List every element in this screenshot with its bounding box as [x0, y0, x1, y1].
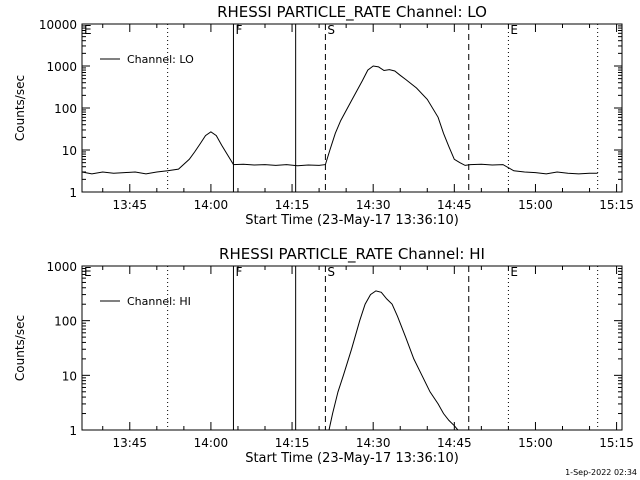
- panel-1-x-axis-label: Start Time (23-May-17 13:36:10): [245, 213, 459, 228]
- panel-1-x-tick-label: 14:15: [275, 198, 310, 212]
- panel-1-y-axis-label: Counts/sec: [13, 75, 27, 141]
- panel-1-plot-frame: [81, 23, 623, 193]
- panel-2-y-tick-label: 1000: [46, 260, 77, 274]
- panel-2-event-label: S: [327, 265, 335, 279]
- panel-1-event-label: E: [84, 23, 92, 37]
- panel-1-x-tick-label: 14:45: [437, 198, 472, 212]
- footer-timestamp: 1-Sep-2022 02:34: [565, 468, 637, 477]
- panel-2-legend-label: Channel: HI: [127, 295, 191, 308]
- panel-1-x-tick-label: 14:00: [194, 198, 229, 212]
- panel-1-y-tick-label: 100: [54, 102, 77, 116]
- panel-2-x-tick-label: 15:00: [518, 436, 553, 450]
- panel-2-x-tick-label: 14:45: [437, 436, 472, 450]
- panel-2-y-tick-label: 1: [69, 424, 77, 438]
- panel-1-y-tick-label: 10: [62, 144, 77, 158]
- panel-1-y-tick-label: 10000: [39, 18, 77, 32]
- panel-2-series-line: [328, 290, 459, 431]
- panel-2-y-tick-label: 10: [62, 369, 77, 383]
- panel-1-y-tick-label: 1000: [46, 60, 77, 74]
- panel-2-x-tick-label: 13:45: [112, 436, 147, 450]
- panel-1-series-line: [81, 65, 598, 175]
- panel-2-x-tick-label: 14:15: [275, 436, 310, 450]
- panel-1-y-tick-label: 1: [69, 186, 77, 200]
- panel-2-event-label: E: [510, 265, 518, 279]
- panel-2-x-axis-label: Start Time (23-May-17 13:36:10): [245, 451, 459, 466]
- panel-2-x-tick-label: 14:30: [356, 436, 391, 450]
- panel-1-x-tick-label: 15:15: [599, 198, 634, 212]
- panel-2-y-tick-label: 100: [54, 315, 77, 329]
- panel-2-x-tick-label: 15:15: [599, 436, 634, 450]
- panel-2-title: RHESSI PARTICLE_RATE Channel: HI: [219, 245, 485, 264]
- panel-2-event-label: E: [84, 265, 92, 279]
- panel-2-x-tick-label: 14:00: [194, 436, 229, 450]
- panel-1-legend-label: Channel: LO: [127, 53, 194, 66]
- panel-1-x-tick-label: 15:00: [518, 198, 553, 212]
- panel-1-event-label: E: [510, 23, 518, 37]
- panel-1-title: RHESSI PARTICLE_RATE Channel: LO: [217, 3, 487, 22]
- panel-1-event-label: S: [327, 23, 335, 37]
- panel-1-event-label: F: [235, 23, 242, 37]
- panel-2-plot-frame: [81, 265, 623, 431]
- panel-1-x-tick-label: 14:30: [356, 198, 391, 212]
- panel-2-event-label: F: [235, 265, 242, 279]
- panel-1-x-tick-label: 13:45: [112, 198, 147, 212]
- panel-2-y-axis-label: Counts/sec: [13, 315, 27, 381]
